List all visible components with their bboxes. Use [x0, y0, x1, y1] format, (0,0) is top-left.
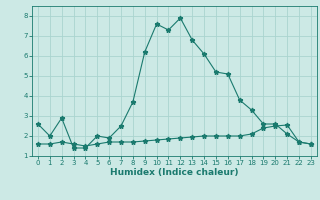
X-axis label: Humidex (Indice chaleur): Humidex (Indice chaleur): [110, 168, 239, 177]
